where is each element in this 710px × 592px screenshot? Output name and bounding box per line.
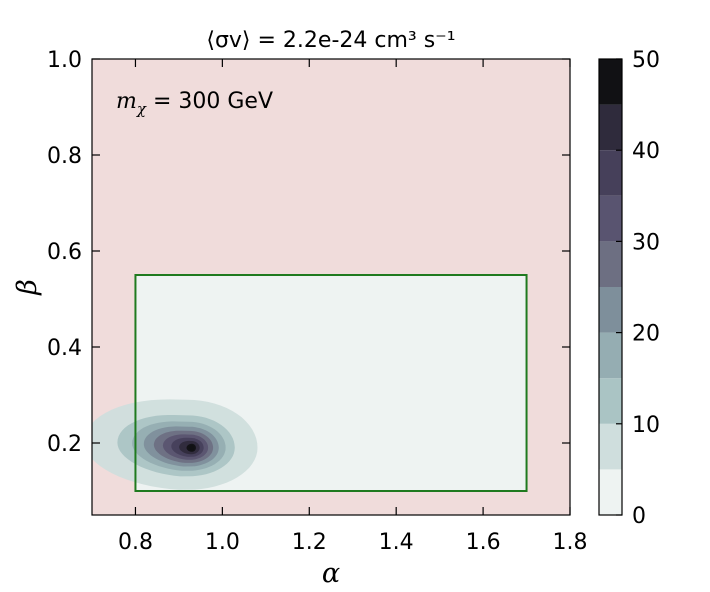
mass-annotation: mχ = 300 GeV (116, 89, 273, 118)
y-tick-label: 1.0 (47, 48, 82, 73)
colorbar-band (599, 59, 622, 105)
x-tick-label: 1.6 (466, 530, 501, 555)
y-tick-label: 0.4 (47, 336, 82, 361)
colorbar-band (599, 469, 622, 515)
colorbar-band (599, 423, 622, 470)
mass-subscript: χ (136, 100, 147, 118)
x-axis-label: α (322, 558, 340, 589)
colorbar-tick-label: 0 (632, 504, 646, 529)
allowed-region-border (134, 274, 528, 492)
colorbar-tick-label: 50 (632, 48, 660, 73)
colorbar-tick-label: 20 (632, 322, 660, 347)
colorbar-frame (598, 58, 623, 516)
x-tick-label: 0.8 (118, 530, 153, 555)
y-tick-label: 0.8 (47, 144, 82, 169)
colorbar-tick-label: 30 (632, 230, 660, 255)
x-tick-label: 1.8 (553, 530, 588, 555)
y-tick-label: 0.2 (47, 432, 82, 457)
density-peak (189, 445, 195, 451)
x-axis-ticks: 0.8 1.0 1.2 1.4 1.6 1.8 (118, 59, 588, 555)
chart-title: ⟨σv⟩ = 2.2e-24 cm³ s⁻¹ (206, 28, 455, 53)
colorbar-ticks: 0 10 20 30 40 50 (616, 48, 660, 529)
x-tick-label: 1.2 (292, 530, 327, 555)
colorbar-band (599, 287, 622, 333)
colorbar-band (599, 195, 622, 242)
colorbar-tick-label: 40 (632, 139, 660, 164)
plot-frame (91, 58, 571, 516)
y-tick-label: 0.6 (47, 240, 82, 265)
x-tick-label: 1.4 (379, 530, 414, 555)
mass-symbol: m (116, 89, 137, 114)
colorbar-band (599, 150, 622, 196)
colorbar (599, 59, 622, 515)
y-axis-ticks: 0.2 0.4 0.6 0.8 1.0 (47, 48, 570, 457)
mass-value: = 300 GeV (146, 89, 273, 114)
density-contours (92, 399, 258, 490)
colorbar-band (599, 241, 622, 287)
colorbar-band (599, 104, 622, 151)
colorbar-band (599, 378, 622, 424)
colorbar-tick-label: 10 (632, 413, 660, 438)
y-axis-label: β (12, 279, 43, 296)
colorbar-band (599, 332, 622, 379)
x-tick-label: 1.0 (205, 530, 240, 555)
